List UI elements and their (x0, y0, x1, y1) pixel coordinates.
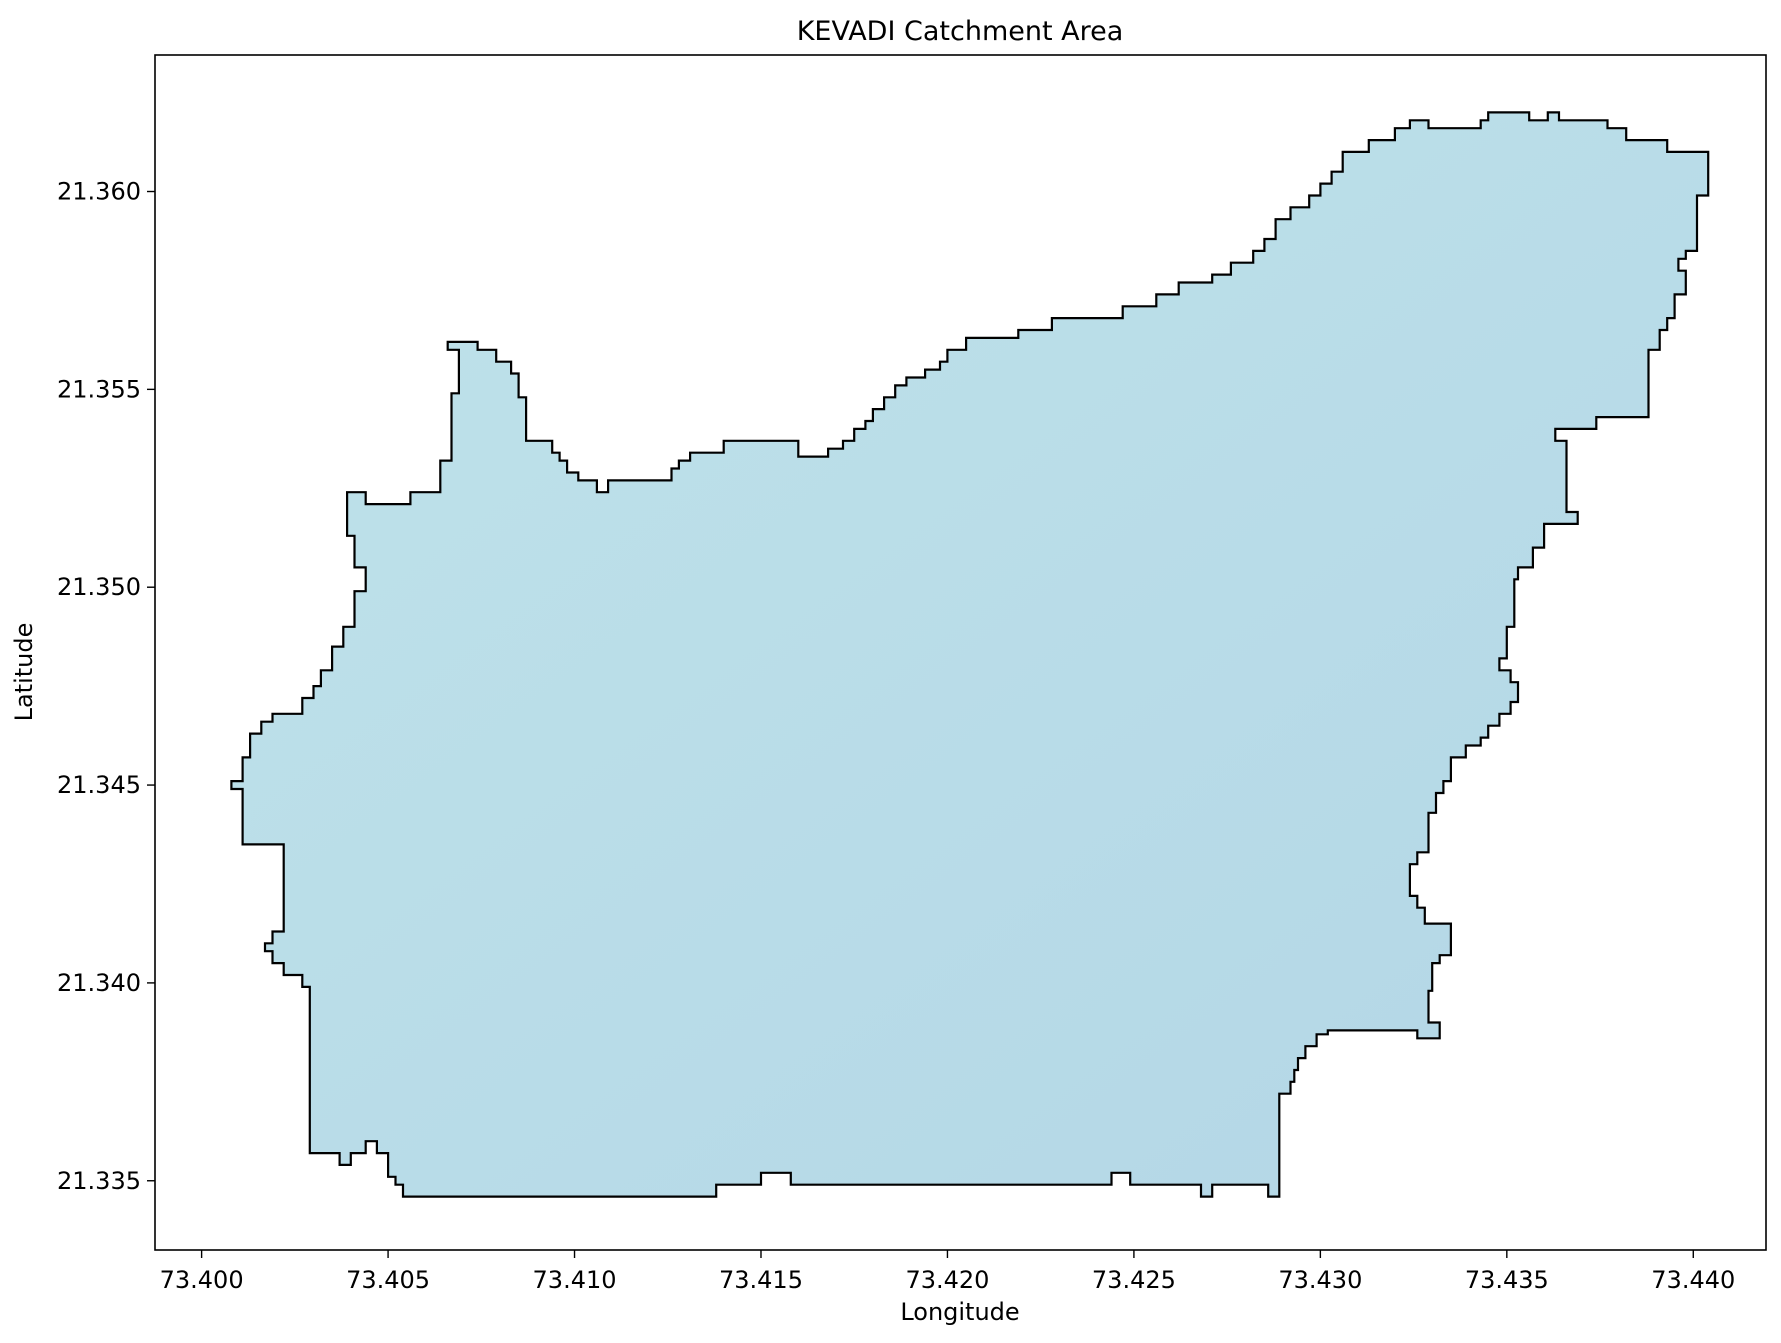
x-tick-label: 73.430 (1278, 1266, 1362, 1294)
catchment-boundary-polygon (230, 111, 1710, 1198)
x-tick-label: 73.440 (1651, 1266, 1735, 1294)
x-tick-label: 73.420 (905, 1266, 989, 1294)
x-tick-label: 73.435 (1465, 1266, 1549, 1294)
y-axis-label: Latitude (10, 623, 38, 722)
x-axis-ticks: 73.400 73.405 73.410 73.415 73.420 73.425 73.4… (160, 1250, 1735, 1294)
plot-frame (154, 54, 1767, 1251)
x-tick-label: 73.415 (719, 1266, 803, 1294)
y-tick-label: 21.340 (57, 969, 141, 997)
y-tick-label: 21.355 (57, 375, 141, 403)
y-tick-label: 21.335 (57, 1167, 141, 1195)
y-tick-label: 21.360 (57, 178, 141, 206)
y-tick-label: 21.345 (57, 771, 141, 799)
y-tick-label: 21.350 (57, 573, 141, 601)
plot-area (230, 111, 1710, 1198)
x-tick-label: 73.405 (346, 1266, 430, 1294)
x-tick-label: 73.400 (160, 1266, 244, 1294)
chart-title: KEVADI Catchment Area (797, 16, 1124, 47)
y-axis-ticks: 21.335 21.340 21.345 21.350 21.355 21.360 (57, 178, 155, 1195)
x-axis-label: Longitude (900, 1298, 1019, 1326)
x-tick-label: 73.410 (533, 1266, 617, 1294)
x-tick-label: 73.425 (1092, 1266, 1176, 1294)
